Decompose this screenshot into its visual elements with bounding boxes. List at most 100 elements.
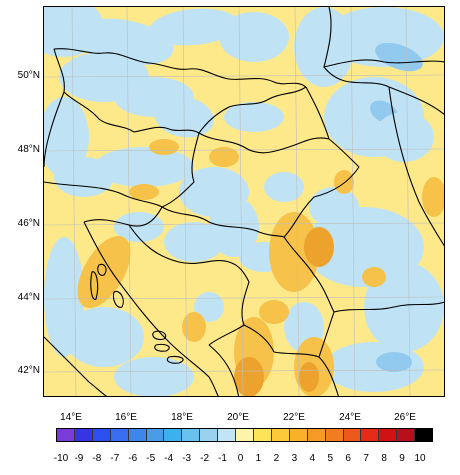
meridian-line: [294, 7, 300, 396]
anomaly-patch: [269, 212, 319, 292]
colorbar-swatch: [397, 429, 416, 441]
parallel-line: [44, 296, 444, 300]
colorbar-swatch: [146, 429, 165, 441]
meridian-line: [238, 7, 244, 396]
anomaly-patch: [259, 300, 289, 324]
anomaly-patch: [375, 42, 423, 72]
lon-label: 14°E: [60, 412, 82, 423]
colorbar-label: -1: [218, 453, 227, 464]
colorbar-label: 4: [309, 453, 316, 464]
anomaly-fill-layer: [44, 7, 444, 396]
border-austria-slovenia: [44, 91, 163, 208]
border-bosnia-serbia: [241, 281, 250, 326]
colorbar-swatch: [57, 429, 75, 441]
anomaly-patch: [362, 267, 386, 287]
colorbar-swatch: [110, 429, 129, 441]
border-slovakia-hungary: [198, 132, 330, 154]
coastline-adriatic: [83, 221, 219, 396]
colorbar-swatch: [236, 429, 254, 441]
parallel-line: [44, 369, 444, 373]
colorbar-swatch: [253, 429, 272, 441]
colorbar-label: -10: [53, 453, 69, 464]
colorbar-label: 10: [414, 453, 426, 464]
border-ukraine-east: [323, 66, 444, 115]
anomaly-patch: [422, 177, 444, 217]
colorbar-label: -2: [200, 453, 210, 464]
anomaly-patch: [264, 172, 304, 202]
anomaly-patch: [194, 292, 224, 322]
colorbar-label: 8: [381, 453, 387, 464]
colorbar-label: -6: [128, 453, 138, 464]
lon-label: 26°E: [394, 412, 416, 423]
lat-label: 48°N: [17, 144, 40, 155]
parallel-line: [44, 74, 444, 78]
colorbar-swatch: [164, 429, 183, 441]
border-kosovo-macedonia: [273, 351, 339, 396]
colorbar-swatch: [74, 429, 93, 441]
island-hvar: [154, 343, 170, 352]
lat-label: 50°N: [17, 70, 40, 81]
colorbar-swatch: [271, 429, 290, 441]
border-serbia-romania: [283, 236, 335, 313]
border-croatia-bosnia: [128, 224, 250, 283]
anomaly-patch: [164, 222, 224, 262]
colorbar-swatch: [128, 429, 147, 441]
lon-label: 22°E: [283, 412, 305, 423]
island-brac: [152, 330, 167, 340]
lon-label: 16°E: [115, 412, 137, 423]
anomaly-patch: [304, 227, 334, 267]
anomaly-patch: [94, 147, 194, 187]
lon-label: 20°E: [227, 412, 249, 423]
colorbar: [56, 428, 433, 442]
colorbar-swatch: [361, 429, 380, 441]
colorbar-label: 7: [363, 453, 369, 464]
parallel-line: [44, 148, 444, 152]
lat-label: 46°N: [17, 218, 40, 229]
border-ukraine-west: [305, 86, 360, 168]
colorbar-swatch: [92, 429, 111, 441]
anomaly-patch: [149, 8, 239, 46]
colorbar-label: 5: [327, 453, 334, 464]
anomaly-patch: [299, 362, 319, 392]
colorbar-label: 1: [255, 453, 262, 464]
colorbar-swatch: [307, 429, 326, 441]
colorbar-swatch: [218, 429, 237, 441]
colorbar-label: -9: [74, 453, 84, 464]
anomaly-patch: [309, 187, 359, 227]
island-cres: [90, 271, 99, 300]
map-canvas: [44, 7, 444, 396]
colorbar-label: 0: [237, 453, 244, 464]
border-montenegro: [208, 324, 275, 353]
anomaly-patch: [149, 139, 179, 155]
border-hungary-serbia-croatia: [161, 206, 285, 238]
map-panel: [43, 6, 445, 397]
island-krk: [97, 263, 107, 276]
colorbar-swatch: [182, 429, 201, 441]
border-moldova: [388, 86, 444, 247]
border-belarus: [323, 7, 444, 68]
colorbar-label: -3: [182, 453, 192, 464]
border-czech-austria: [133, 126, 200, 134]
anomaly-patch: [374, 112, 434, 162]
meridian-line: [182, 7, 188, 396]
colorbar-label: 6: [345, 453, 351, 464]
colorbar-swatch: [415, 429, 433, 441]
meridian-line: [126, 7, 132, 396]
lat-label: 42°N: [17, 365, 40, 376]
lon-label: 18°E: [171, 412, 193, 423]
anomaly-patch: [44, 237, 84, 357]
meridian-line: [350, 7, 356, 396]
colorbar-label: -4: [164, 453, 174, 464]
colorbar-label: 2: [273, 453, 280, 464]
border-czech-germany: [53, 48, 135, 133]
anomaly-patch: [114, 212, 164, 242]
colorbar-swatch: [289, 429, 308, 441]
colorbar-swatch: [379, 429, 398, 441]
colorbar-label: -5: [146, 453, 156, 464]
meridian-line: [405, 7, 411, 396]
anomaly-patch: [114, 357, 194, 396]
lat-label: 44°N: [17, 292, 40, 303]
anomaly-patch: [376, 352, 412, 372]
border-albania: [208, 344, 240, 396]
colorbar-label: 3: [291, 453, 298, 464]
